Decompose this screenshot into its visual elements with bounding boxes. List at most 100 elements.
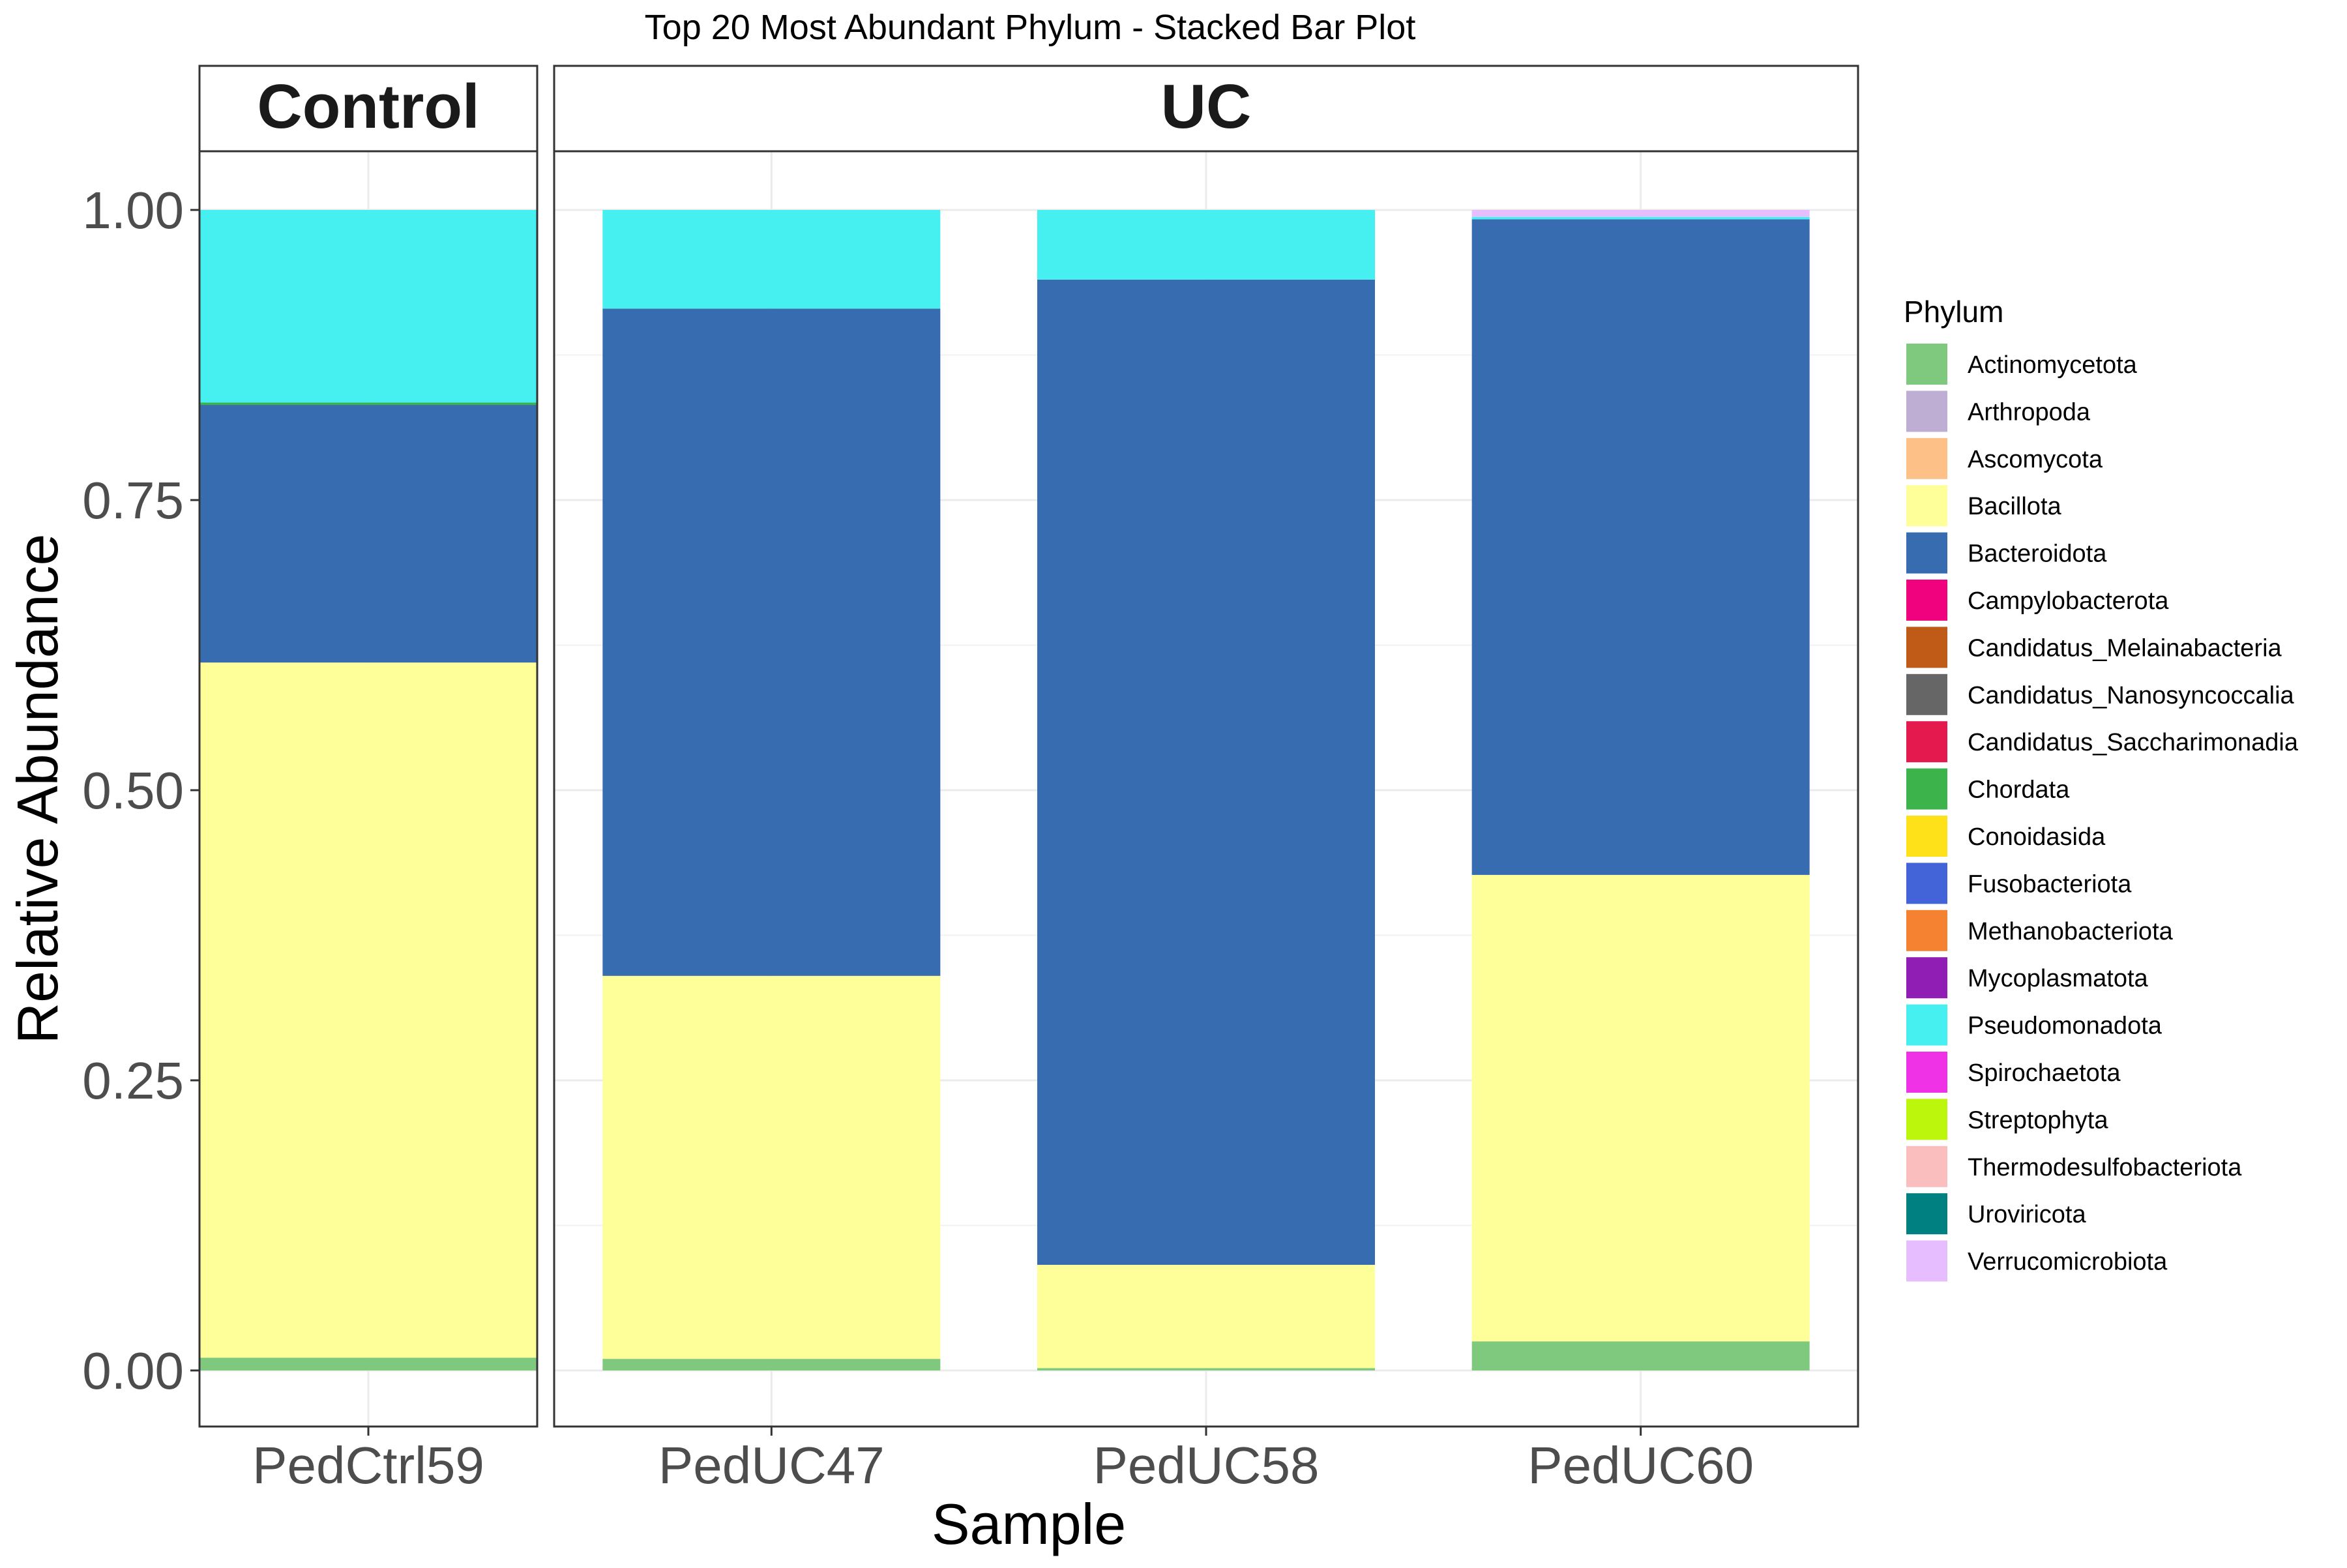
legend-label: Streptophyta xyxy=(1968,1106,2108,1134)
bar-segment-pseudomonadota xyxy=(1037,210,1375,280)
bar-segment-bacillota xyxy=(1471,874,1810,1342)
legend-swatch xyxy=(1906,391,1947,432)
legend-swatch xyxy=(1906,816,1947,857)
y-tick-label: 0.00 xyxy=(82,1342,184,1400)
panel-border xyxy=(198,150,539,1428)
bar-PedUC58 xyxy=(1037,210,1375,1370)
legend-item: Actinomycetota xyxy=(1906,344,2138,385)
bar-PedUC60 xyxy=(1471,210,1810,1370)
legend-item: Conoidasida xyxy=(1906,816,2106,857)
legend-item: Fusobacteriota xyxy=(1906,863,2132,904)
y-tick-label: 0.50 xyxy=(82,762,184,820)
legend-swatch xyxy=(1906,1240,1947,1282)
bar-segment-actinomycetota xyxy=(602,1359,941,1370)
legend-label: Mycoplasmatota xyxy=(1968,965,2149,992)
legend-item: Candidatus_Saccharimonadia xyxy=(1906,721,2299,763)
legend-label: Conoidasida xyxy=(1968,823,2106,851)
facet-strip-label: Control xyxy=(257,72,479,141)
bar-segment-actinomycetota xyxy=(1471,1341,1810,1370)
facet-panel-uc: UC PedUC47 PedUC58 PedUC60 xyxy=(553,65,1859,1494)
facet-strip-label: UC xyxy=(1161,72,1252,141)
legend-swatch xyxy=(1906,863,1947,904)
legend-label: Bacillota xyxy=(1968,493,2061,520)
legend-label: Campylobacterota xyxy=(1968,587,2169,615)
legend-swatch xyxy=(1906,1146,1947,1187)
legend-swatch xyxy=(1906,1099,1947,1140)
legend-swatch xyxy=(1906,910,1947,951)
legend-item: Thermodesulfobacteriota xyxy=(1906,1146,2242,1187)
bar-PedUC47 xyxy=(602,210,941,1370)
legend-swatch xyxy=(1906,485,1947,527)
legend-swatch xyxy=(1906,957,1947,999)
legend-item: Verrucomicrobiota xyxy=(1906,1240,2168,1282)
legend-swatch xyxy=(1906,1052,1947,1093)
panel-border xyxy=(553,150,1859,1428)
bar-segment-pseudomonadota xyxy=(602,210,941,309)
bar-segment-verrucomicrobiota xyxy=(1471,210,1810,217)
x-tick-label: PedUC60 xyxy=(1528,1436,1754,1494)
x-tick-label: PedUC47 xyxy=(658,1436,885,1494)
legend: Phylum Actinomycetota Arthropoda Ascomycot… xyxy=(1904,295,2299,1282)
legend-label: Chordata xyxy=(1968,777,2070,804)
legend-label: Methanobacteriota xyxy=(1968,918,2174,945)
legend-label: Candidatus_Nanosyncoccalia xyxy=(1968,682,2295,709)
legend-label: Verrucomicrobiota xyxy=(1968,1249,2168,1276)
bar-segment-actinomycetota xyxy=(1037,1368,1375,1370)
y-tick-label: 0.25 xyxy=(82,1052,184,1110)
y-tick-label: 1.00 xyxy=(82,181,184,239)
legend-label: Bacteroidota xyxy=(1968,540,2107,568)
legend-swatch xyxy=(1906,344,1947,385)
bar-PedCtrl59 xyxy=(199,210,537,1370)
legend-swatch xyxy=(1906,1004,1947,1046)
facet-panel-control: Control PedCtrl59 xyxy=(198,65,539,1494)
legend-label: Ascomycota xyxy=(1968,446,2103,473)
bar-segment-bacillota xyxy=(602,975,941,1359)
legend-swatch xyxy=(1906,721,1947,763)
legend-label: Thermodesulfobacteriota xyxy=(1968,1154,2242,1181)
bar-segment-bacteroidota xyxy=(602,308,941,976)
facet-panels: Control PedCtrl59 UC PedUC47 PedUC58 PedUC60 xyxy=(198,65,1859,1494)
legend-item: Spirochaetota xyxy=(1906,1052,2121,1093)
y-tick-label: 0.75 xyxy=(82,471,184,529)
legend-item: Pseudomonadota xyxy=(1906,1004,2162,1046)
legend-item: Candidatus_Nanosyncoccalia xyxy=(1906,673,2295,715)
bar-segment-pseudomonadota xyxy=(199,210,537,403)
bar-segment-bacteroidota xyxy=(1037,279,1375,1265)
legend-item: Bacillota xyxy=(1906,485,2061,527)
chart-title: Top 20 Most Abundant Phylum - Stacked Ba… xyxy=(645,8,1416,47)
legend-item: Candidatus_Melainabacteria xyxy=(1906,627,2282,668)
legend-swatch xyxy=(1906,627,1947,668)
legend-swatch xyxy=(1906,673,1947,715)
facet-strip xyxy=(553,65,1859,153)
legend-label: Actinomycetota xyxy=(1968,351,2138,379)
legend-item: Methanobacteriota xyxy=(1906,910,2174,951)
bar-segment-bacillota xyxy=(199,662,537,1358)
legend-swatch xyxy=(1906,580,1947,621)
legend-label: Uroviricota xyxy=(1968,1201,2086,1228)
legend-swatch xyxy=(1906,532,1947,574)
bar-segment-chordata xyxy=(199,402,537,406)
legend-item: Mycoplasmatota xyxy=(1906,957,2149,999)
x-tick-label: PedCtrl59 xyxy=(252,1436,484,1494)
bar-segment-bacteroidota xyxy=(1471,219,1810,875)
legend-label: Pseudomonadota xyxy=(1968,1013,2162,1040)
legend-label: Arthropoda xyxy=(1968,398,2091,426)
legend-swatch xyxy=(1906,437,1947,479)
x-tick-label: PedUC58 xyxy=(1093,1436,1320,1494)
bar-segment-pseudomonadota xyxy=(1471,216,1810,220)
legend-item: Streptophyta xyxy=(1906,1099,2108,1140)
legend-item: Uroviricota xyxy=(1906,1193,2086,1235)
y-axis-label: Relative Abundance xyxy=(5,534,70,1044)
legend-item: Campylobacterota xyxy=(1906,580,2169,621)
legend-item: Arthropoda xyxy=(1906,391,2091,432)
legend-swatch xyxy=(1906,768,1947,810)
x-axis-label: Sample xyxy=(932,1492,1126,1556)
legend-label: Candidatus_Saccharimonadia xyxy=(1968,729,2299,756)
legend-label: Spirochaetota xyxy=(1968,1059,2121,1087)
bar-segment-bacteroidota xyxy=(199,405,537,663)
bar-segment-bacillota xyxy=(1037,1265,1375,1368)
legend-swatch xyxy=(1906,1193,1947,1235)
legend-label: Fusobacteriota xyxy=(1968,870,2132,898)
